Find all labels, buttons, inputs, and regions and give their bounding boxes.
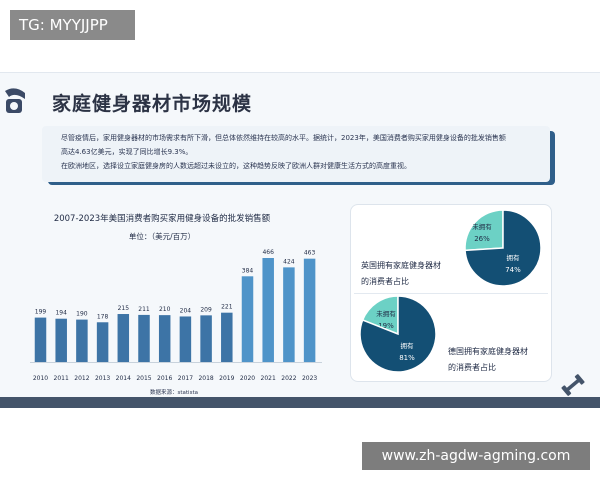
pie-slice-value: 19% — [378, 322, 394, 330]
pie-slice-owned — [464, 209, 542, 287]
bar-2014 — [117, 314, 130, 362]
pie-slice-label: 未拥有 — [472, 222, 492, 231]
pie-slice-value: 81% — [399, 354, 415, 362]
watermark-bottom: www.zh-agdw-agming.com — [362, 442, 590, 470]
intro-line-2: 高达4.63亿美元，实现了同比增长9.3%。 — [61, 148, 193, 156]
bar-2018 — [200, 315, 212, 362]
bar-value-label: 466 — [262, 249, 274, 256]
bar-chart-source: 数据来源：statista — [150, 390, 198, 396]
intro-box: 尽管疫情后，家用健身器材的市场需求有所下滑，但总体依然维持在较高的水平。据统计，… — [42, 126, 550, 182]
bar-2015 — [138, 314, 150, 362]
dumbbell-logo-icon — [5, 88, 25, 113]
pie-uk-caption-line-2: 的消费者占比 — [361, 277, 409, 286]
pie-de-caption: 德国拥有家庭健身器材 的消费者占比 — [448, 344, 552, 376]
bar-value-label: 209 — [200, 306, 212, 313]
pie-de-caption-line-1: 德国拥有家庭健身器材 — [448, 347, 528, 356]
bar-value-label: 424 — [283, 258, 295, 265]
x-tick-label: 2010 — [33, 375, 48, 382]
intro-line-3: 在欧洲地区，选择设立家庭健身房的人数远超过未设立的，这种趋势反映了欧洲人群对健康… — [61, 162, 411, 170]
pie-de-caption-line-2: 的消费者占比 — [448, 363, 496, 372]
bar-chart-title: 2007-2023年美国消费者购买家用健身设备的批发销售额 — [53, 214, 271, 224]
pie-slice-not-owned — [361, 295, 399, 336]
x-tick-label: 2016 — [157, 375, 172, 382]
pie-slice-not-owned — [464, 209, 504, 252]
watermark-top: TG: MYYJJPP — [10, 10, 135, 40]
pie-slice-value: 26% — [474, 235, 490, 243]
pie-slice-label: 拥有 — [507, 253, 521, 262]
bar-2011 — [55, 318, 67, 362]
x-tick-label: 2019 — [219, 375, 234, 382]
x-tick-label: 2018 — [198, 375, 213, 382]
x-tick-label: 2020 — [240, 375, 255, 382]
x-tick-label: 2012 — [74, 375, 89, 382]
x-tick-label: 2022 — [281, 375, 296, 382]
bar-2022 — [283, 267, 295, 362]
bar-2012 — [76, 319, 88, 362]
bar-value-label: 178 — [97, 313, 109, 320]
bar-chart: 199 2010 194 2011 190 2012 178 2013 215 2014 211 20… — [30, 249, 322, 382]
bar-2010 — [34, 317, 47, 362]
bar-value-label: 204 — [180, 307, 192, 314]
bar-value-label: 215 — [118, 305, 130, 312]
bar-2016 — [158, 315, 171, 362]
bar-2017 — [179, 316, 192, 362]
x-tick-label: 2021 — [261, 375, 276, 382]
bar-2021 — [262, 258, 274, 362]
bar-2020 — [241, 276, 254, 362]
pie-uk-caption-line-1: 英国拥有家庭健身器材 — [361, 261, 441, 270]
pie-slice-label: 拥有 — [401, 341, 415, 350]
x-tick-label: 2017 — [178, 375, 193, 382]
bar-2013 — [96, 322, 109, 362]
bar-value-label: 221 — [221, 304, 233, 311]
bar-value-label: 194 — [55, 310, 67, 317]
bar-value-label: 210 — [159, 306, 171, 313]
bar-value-label: 211 — [138, 306, 150, 313]
bar-value-label: 463 — [304, 250, 316, 257]
page-title: 家庭健身器材市场规模 — [52, 93, 253, 115]
pie-card-divider — [354, 293, 548, 294]
bar-2023 — [303, 258, 316, 362]
x-tick-label: 2014 — [116, 375, 131, 382]
bar-value-label: 199 — [35, 309, 47, 316]
bar-value-label: 190 — [76, 311, 88, 318]
pie-slice-label: 未拥有 — [376, 309, 396, 318]
pie-chart-uk: 未拥有 26% 拥有 74% — [464, 209, 542, 287]
bar-chart-unit: 单位：（美元/百万） — [128, 232, 196, 241]
bar-value-label: 384 — [242, 267, 254, 274]
pie-slice-value: 74% — [505, 266, 521, 274]
bar-2019 — [221, 312, 233, 362]
pie-chart-de: 未拥有 19% 拥有 81% — [359, 295, 437, 373]
intro-line-1: 尽管疫情后，家用健身器材的市场需求有所下滑，但总体依然维持在较高的水平。据统计，… — [61, 134, 506, 142]
dumbbell-icon — [561, 374, 585, 396]
x-tick-label: 2023 — [302, 375, 317, 382]
slide-bottom-band — [0, 397, 600, 408]
x-tick-label: 2011 — [54, 375, 69, 382]
x-tick-label: 2013 — [95, 375, 110, 382]
pie-uk-caption: 英国拥有家庭健身器材 的消费者占比 — [361, 258, 461, 290]
pie-slice-owned — [359, 295, 437, 373]
x-tick-label: 2015 — [136, 375, 151, 382]
